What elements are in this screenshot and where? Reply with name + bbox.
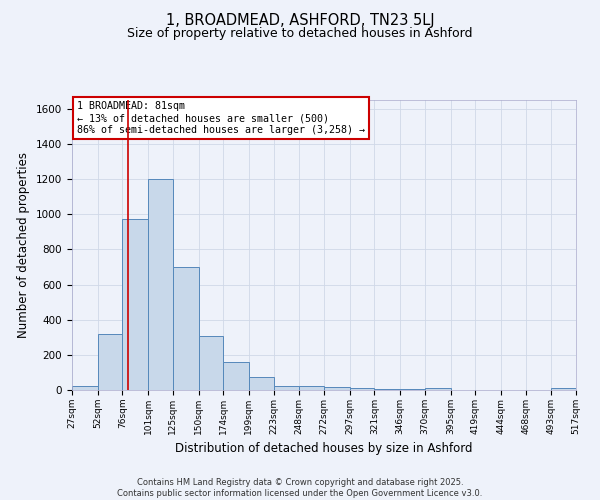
Bar xyxy=(299,386,324,390)
X-axis label: Distribution of detached houses by size in Ashford: Distribution of detached houses by size … xyxy=(175,442,473,456)
Y-axis label: Number of detached properties: Number of detached properties xyxy=(17,152,31,338)
Bar xyxy=(223,362,249,390)
Bar xyxy=(350,388,374,390)
Bar xyxy=(551,388,576,390)
Bar xyxy=(199,336,223,390)
Bar xyxy=(72,386,98,390)
Text: 1, BROADMEAD, ASHFORD, TN23 5LJ: 1, BROADMEAD, ASHFORD, TN23 5LJ xyxy=(166,12,434,28)
Bar xyxy=(249,377,274,390)
Bar xyxy=(122,218,148,390)
Text: 1 BROADMEAD: 81sqm
← 13% of detached houses are smaller (500)
86% of semi-detach: 1 BROADMEAD: 81sqm ← 13% of detached hou… xyxy=(77,102,365,134)
Bar xyxy=(425,388,451,390)
Bar xyxy=(400,389,425,390)
Bar xyxy=(274,386,299,390)
Text: Contains HM Land Registry data © Crown copyright and database right 2025.
Contai: Contains HM Land Registry data © Crown c… xyxy=(118,478,482,498)
Bar xyxy=(98,334,122,390)
Bar xyxy=(148,179,173,390)
Text: Size of property relative to detached houses in Ashford: Size of property relative to detached ho… xyxy=(127,28,473,40)
Bar xyxy=(173,267,199,390)
Bar xyxy=(374,389,400,390)
Bar xyxy=(324,388,350,390)
